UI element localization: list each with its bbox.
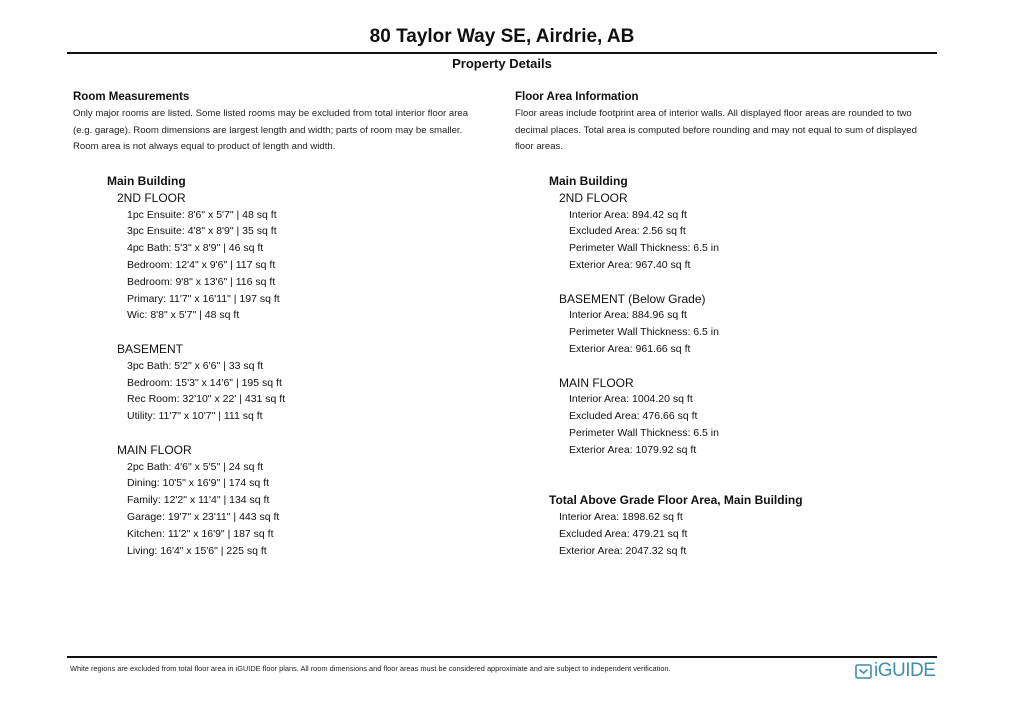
list-item: Living: 16'4" x 15'6" | 225 sq ft [127, 544, 267, 557]
section-description-line: (e.g. garage). Room dimensions are large… [73, 124, 463, 136]
list-item: Interior Area: 884.96 sq ft [569, 309, 687, 322]
list-item: Exterior Area: 961.66 sq ft [569, 342, 691, 355]
list-item: Exterior Area: 1079.92 sq ft [569, 443, 697, 456]
list-item: Exterior Area: 2047.32 sq ft [559, 544, 687, 557]
iguide-logo-text: iGUIDE [874, 660, 936, 681]
floor-heading: MAIN FLOOR [559, 375, 634, 390]
list-item: Interior Area: 894.42 sq ft [569, 208, 687, 221]
section-description-line: floor areas. [515, 141, 563, 153]
room-measurements-section: Room Measurements Only major rooms are li… [73, 89, 503, 559]
list-item: Bedroom: 15'3" x 14'6" | 195 sq ft [127, 376, 282, 389]
section-description-line: Floor areas include footprint area of in… [515, 107, 912, 119]
list-item: Bedroom: 9'8" x 13'6" | 116 sq ft [127, 275, 276, 288]
page-subtitle: Property Details [452, 56, 552, 71]
list-item: Excluded Area: 479.21 sq ft [559, 527, 688, 540]
section-heading: Room Measurements [73, 91, 190, 103]
list-item: 1pc Ensuite: 8'6" x 5'7" | 48 sq ft [127, 208, 277, 221]
list-item: Primary: 11'7" x 16'11" | 197 sq ft [127, 292, 280, 305]
spacer [515, 459, 945, 493]
list-item: Kitchen: 11'2" x 16'9" | 187 sq ft [127, 527, 274, 540]
building-heading: Main Building [549, 173, 628, 188]
spacer [73, 425, 503, 442]
list-item: Interior Area: 1898.62 sq ft [559, 510, 683, 523]
iguide-logo-icon [855, 663, 872, 679]
list-item: Perimeter Wall Thickness: 6.5 in [569, 426, 719, 439]
floor-heading: BASEMENT [117, 341, 184, 356]
list-item: 2pc Bath: 4'6" x 5'5" | 24 sq ft [127, 460, 264, 473]
list-item: Bedroom: 12'4" x 9'6" | 117 sq ft [127, 258, 276, 271]
spacer [515, 274, 945, 291]
total-heading: Total Above Grade Floor Area, Main Build… [549, 493, 803, 508]
list-item: 4pc Bath: 5'3" x 8'9" | 46 sq ft [127, 242, 264, 255]
footer-disclaimer: White regions are excluded from total fl… [70, 664, 671, 673]
list-item: Excluded Area: 2.56 sq ft [569, 225, 686, 238]
iguide-logo: iGUIDE [855, 660, 936, 682]
page-title: 80 Taylor Way SE, Airdrie, AB [369, 26, 635, 47]
list-item: Utility: 11'7" x 10'7" | 111 sq ft [127, 410, 263, 423]
floor-heading: BASEMENT (Below Grade) [559, 291, 706, 306]
section-description-line: decimal places. Total area is computed b… [515, 124, 917, 136]
section-description-line: Room area is not always equal to product… [73, 141, 336, 153]
list-item: Garage: 19'7" x 23'11" | 443 sq ft [127, 510, 280, 523]
list-item: Family: 12'2" x 11'4" | 134 sq ft [127, 494, 270, 507]
list-item: 3pc Ensuite: 4'8" x 8'9" | 35 sq ft [127, 225, 277, 238]
list-item: Interior Area: 1004.20 sq ft [569, 393, 693, 406]
list-item: Perimeter Wall Thickness: 6.5 in [569, 326, 719, 339]
building-heading: Main Building [107, 173, 186, 188]
list-item: Perimeter Wall Thickness: 6.5 in [569, 242, 719, 255]
spacer [515, 358, 945, 375]
floor-heading: 2ND FLOOR [559, 190, 628, 205]
list-item: Dining: 10'5" x 16'9" | 174 sq ft [127, 477, 270, 490]
footer-divider [67, 656, 937, 658]
floor-heading: MAIN FLOOR [117, 442, 192, 457]
section-description-line: Only major rooms are listed. Some listed… [73, 107, 469, 119]
floor-heading: 2ND FLOOR [117, 190, 186, 205]
list-item: Excluded Area: 476.66 sq ft [569, 410, 698, 423]
spacer [73, 324, 503, 341]
list-item: Wic: 8'8" x 5'7" | 48 sq ft [127, 309, 240, 322]
floor-area-section: Floor Area Information Floor areas includ… [515, 89, 945, 559]
list-item: Exterior Area: 967.40 sq ft [569, 258, 691, 271]
list-item: 3pc Bath: 5'2" x 6'6" | 33 sq ft [127, 359, 264, 372]
section-heading: Floor Area Information [515, 91, 639, 103]
header-divider [67, 52, 937, 54]
list-item: Rec Room: 32'10" x 22' | 431 sq ft [127, 393, 286, 406]
